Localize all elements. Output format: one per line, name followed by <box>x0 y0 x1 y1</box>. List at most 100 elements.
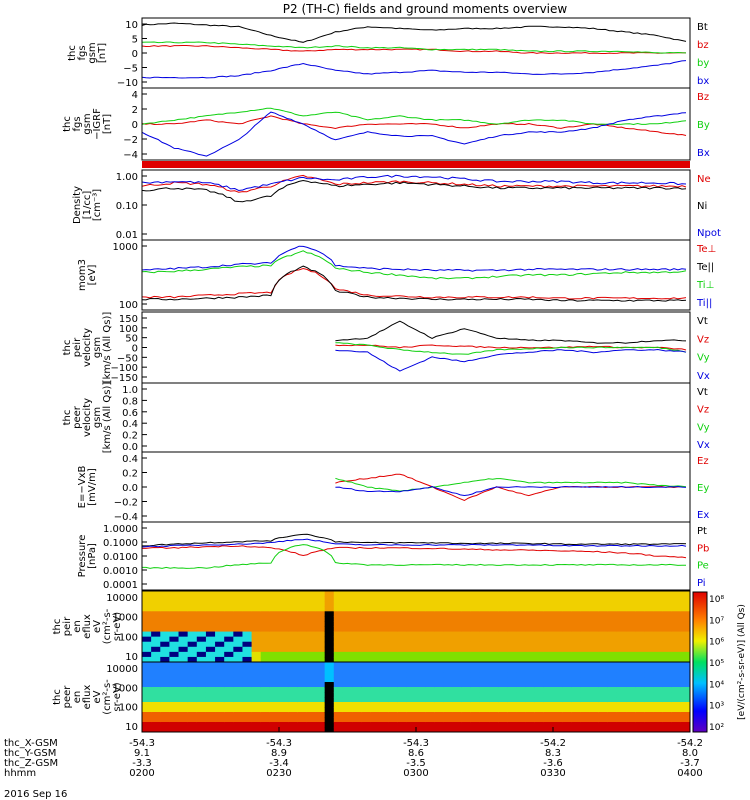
spectrogram-cell <box>525 682 536 688</box>
spectrogram-cell <box>324 601 335 607</box>
spectrogram-cell <box>224 707 234 713</box>
spectrogram-cell <box>187 712 198 718</box>
spectrogram-cell <box>361 646 371 653</box>
spectrogram-cell <box>260 601 271 607</box>
spectrogram-cell <box>543 611 554 617</box>
y-axis-label: Pressure [nPa] <box>77 535 98 578</box>
spectrogram-cell <box>233 646 243 653</box>
spectrogram-cell <box>251 596 262 602</box>
spectrogram-cell <box>626 712 636 718</box>
spectrogram-cell <box>479 662 490 668</box>
spectrogram-cell <box>507 591 517 597</box>
spectrogram-cell <box>470 697 481 703</box>
spectrogram-cell <box>543 606 554 612</box>
y-axis-label-line: [mV/m] <box>87 468 98 506</box>
spectrogram-cell <box>416 702 426 708</box>
spectrogram-cell <box>251 601 262 607</box>
spectrogram-cell <box>233 641 243 648</box>
spectrogram-cell <box>489 626 499 633</box>
spectrogram-cell <box>160 651 170 658</box>
spectrogram-cell <box>333 712 344 718</box>
spectrogram-cell <box>142 641 152 648</box>
spectrogram-cell <box>607 611 618 617</box>
colorbar-tick-label: 10⁷ <box>709 616 724 626</box>
spectrogram-cell <box>425 712 435 718</box>
spectrogram-cell <box>525 687 536 693</box>
spectrogram-cell <box>443 682 454 688</box>
spectrogram-cell <box>297 591 307 597</box>
spectrogram-cell <box>224 646 234 653</box>
spectrogram-cell <box>288 611 298 617</box>
spectrogram-cell <box>306 692 317 698</box>
y-axis-label-line: en <box>72 620 83 633</box>
panel-frame <box>141 87 691 161</box>
spectrogram-cell <box>507 646 517 653</box>
spectrogram-cell <box>616 662 627 668</box>
spectrogram-cell <box>205 596 216 602</box>
spectrogram-cell <box>571 727 581 733</box>
spectrogram-cell <box>553 606 563 612</box>
spectrogram-cell <box>461 727 472 733</box>
spectrogram-cell <box>142 717 152 723</box>
spectrogram-cell <box>534 712 545 718</box>
spectrogram-cell <box>671 621 682 627</box>
spectrogram-cell <box>288 636 298 643</box>
spectrogram-cell <box>662 672 673 678</box>
spectrogram-cell <box>151 591 161 597</box>
spectrogram-cell <box>580 626 591 633</box>
spectrogram-cell <box>653 697 664 703</box>
spectrogram-cell <box>196 656 207 663</box>
spectrogram-cell <box>416 672 426 678</box>
spectrogram-cell <box>215 712 225 718</box>
spectrogram-cell <box>443 601 454 607</box>
spectrogram-cell <box>525 651 536 658</box>
spectrogram-cell <box>233 651 243 658</box>
spectrogram-cell <box>507 601 517 607</box>
spectrogram-cell <box>562 672 572 678</box>
spectrogram-cell <box>406 646 417 653</box>
spectrogram-cell <box>571 606 581 612</box>
spectrogram-cell <box>269 596 280 602</box>
spectrogram-cell <box>196 682 207 688</box>
spectrogram-cell <box>626 646 636 653</box>
spectrogram-cell <box>680 641 691 648</box>
y-axis-label-line: gsm <box>92 407 103 428</box>
spectrogram-cell <box>443 667 454 673</box>
spectrogram-cell <box>397 707 408 713</box>
spectrogram-cell <box>251 687 262 693</box>
spectrogram-cell <box>598 722 609 728</box>
panel-frame <box>141 239 691 311</box>
spectrogram-cell <box>562 722 572 728</box>
spectrogram-cell <box>242 621 253 627</box>
spectrogram-cell <box>680 687 691 693</box>
spectrogram-cell <box>260 702 271 708</box>
spectrogram-cell <box>142 667 152 673</box>
spectrogram-cell <box>543 682 554 688</box>
spectrogram-cell <box>580 717 591 723</box>
spectrogram-cell <box>653 626 664 633</box>
spectrogram-cell <box>342 682 353 688</box>
spectrogram-cell <box>352 611 362 617</box>
spectrogram-cell <box>470 641 481 648</box>
spectrogram-cell <box>498 616 508 622</box>
spectrogram-cell <box>470 687 481 693</box>
legend-label: Te⊥ <box>696 244 716 255</box>
spectrogram-cell <box>507 611 517 617</box>
spectrogram-cell <box>470 727 481 733</box>
spectrogram-cell <box>352 682 362 688</box>
spectrogram-cell <box>352 677 362 683</box>
spectrogram-cell <box>306 656 317 663</box>
spectrogram-cell <box>626 682 636 688</box>
spectrogram-cell <box>306 672 317 678</box>
spectrogram-cell <box>279 662 289 668</box>
spectrogram-cell <box>443 712 454 718</box>
spectrogram-cell <box>361 591 371 597</box>
spectrogram-cell <box>461 631 472 638</box>
spectrogram-cell <box>205 677 216 683</box>
spectrogram-cell <box>644 662 654 668</box>
spectrogram-cell <box>507 722 517 728</box>
spectrogram-cell <box>142 606 152 612</box>
spectrogram-cell <box>361 596 371 602</box>
spectrogram-cell <box>169 626 180 633</box>
spectrogram-cell <box>306 616 317 622</box>
